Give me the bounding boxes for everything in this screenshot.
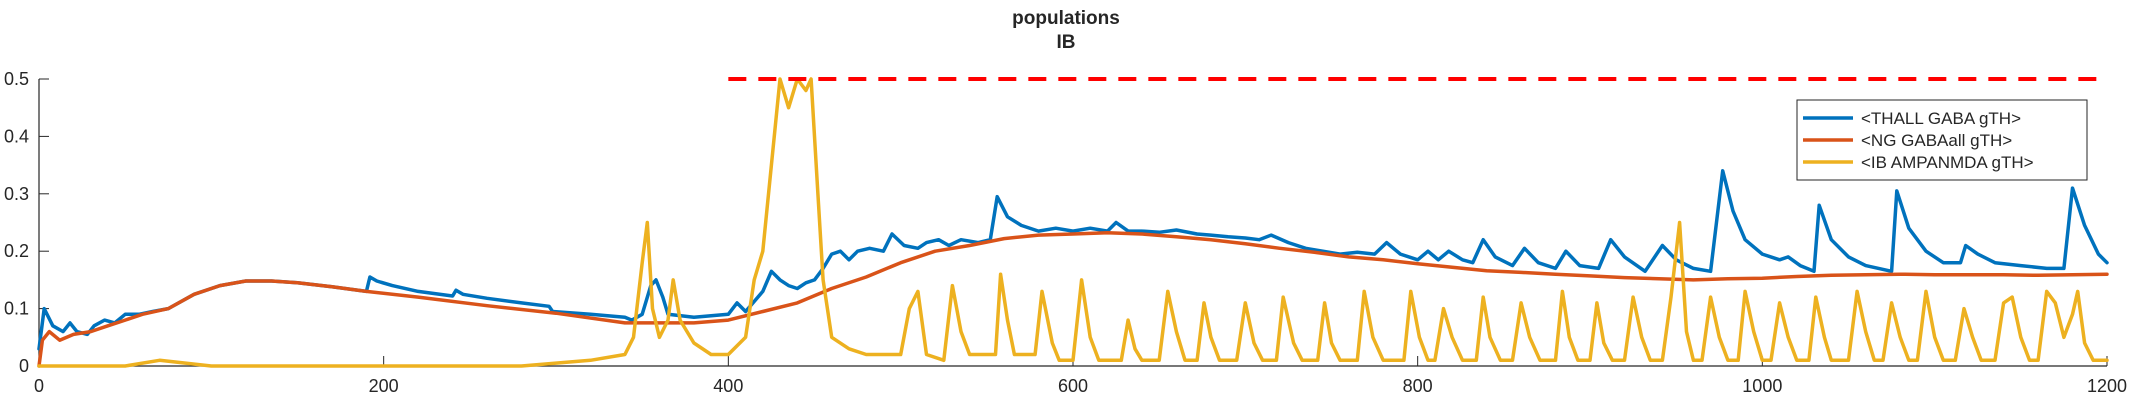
series-layer bbox=[37, 77, 2109, 368]
y-tick-label: 0.4 bbox=[4, 126, 29, 146]
series-line-2 bbox=[37, 231, 2109, 368]
x-tick-label: 800 bbox=[1403, 376, 1433, 396]
y-tick-label: 0.5 bbox=[4, 69, 29, 89]
chart-subtitle: IB bbox=[1057, 32, 1076, 53]
legend-label: <THALL GABA gTH> bbox=[1861, 109, 2021, 128]
legend-label: <IB AMPANMDA gTH> bbox=[1861, 153, 2034, 172]
y-tick-label: 0.1 bbox=[4, 299, 29, 319]
x-tick-label: 600 bbox=[1058, 376, 1088, 396]
x-tick-label: 1200 bbox=[2087, 376, 2127, 396]
series-line-1 bbox=[37, 169, 2109, 351]
y-tick-label: 0.3 bbox=[4, 184, 29, 204]
y-tick-label: 0 bbox=[19, 356, 29, 376]
x-tick-label: 1000 bbox=[1742, 376, 1782, 396]
chart-title: populations bbox=[1012, 8, 1120, 29]
x-tick-label: 0 bbox=[34, 376, 44, 396]
legend: <THALL GABA gTH> <NG GABAall gTH> <IB AMPA… bbox=[1796, 99, 2088, 181]
series-line-3 bbox=[37, 77, 2109, 368]
legend-label: <NG GABAall gTH> bbox=[1861, 131, 2012, 150]
x-tick-label: 400 bbox=[713, 376, 743, 396]
axes: 0 200 400 600 800 1000 1200 0 0.1 0.2 0.3 0.4 0.5 bbox=[4, 69, 2127, 396]
x-tick-label: 200 bbox=[369, 376, 399, 396]
y-tick-label: 0.2 bbox=[4, 241, 29, 261]
